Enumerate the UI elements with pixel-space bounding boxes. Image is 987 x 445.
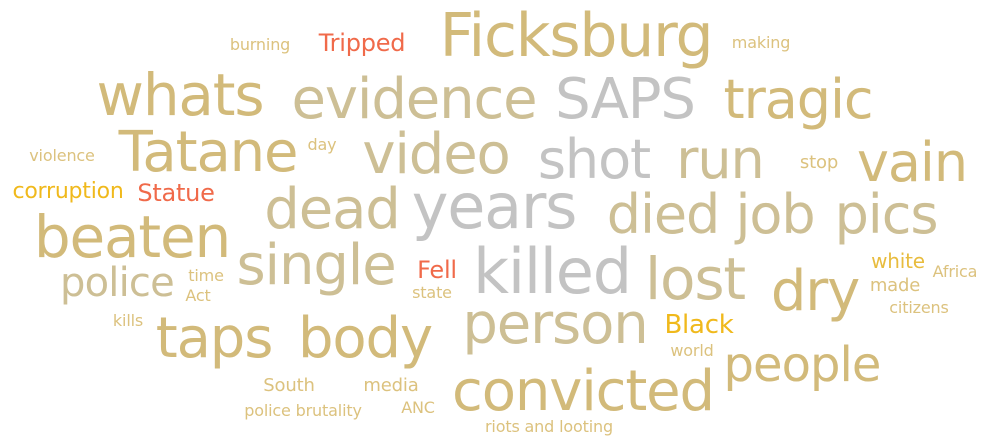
- word-evidence: evidence: [291, 67, 538, 132]
- word-person: person: [462, 292, 648, 357]
- word-corruption: corruption: [12, 179, 124, 204]
- word-making: making: [731, 33, 791, 52]
- word-kills: kills: [112, 311, 144, 330]
- word-statue: Statue: [137, 179, 215, 207]
- word-dry: dry: [770, 259, 860, 324]
- word-violence: violence: [29, 146, 95, 165]
- word-run: run: [676, 128, 765, 191]
- word-made: made: [869, 275, 921, 296]
- word-convicted: convicted: [452, 359, 715, 424]
- word-single: single: [236, 233, 396, 298]
- word-act: Act: [185, 286, 211, 305]
- word-world: world: [670, 341, 714, 360]
- word-dead: dead: [264, 177, 401, 242]
- word-riots-and-looting: riots and looting: [484, 417, 614, 436]
- word-black: Black: [664, 310, 734, 340]
- word-white: white: [871, 249, 925, 273]
- word-burning: burning: [229, 35, 291, 54]
- word-state: state: [412, 283, 452, 302]
- word-citizens: citizens: [889, 298, 949, 317]
- word-years: years: [411, 170, 578, 243]
- word-africa: Africa: [932, 262, 978, 281]
- word-people: people: [723, 337, 882, 393]
- word-stop: stop: [799, 152, 839, 173]
- word-video: video: [362, 122, 510, 187]
- word-tragic: tragic: [723, 68, 874, 131]
- word-vain: vain: [857, 131, 968, 194]
- word-killed: killed: [473, 235, 632, 308]
- word-job: job: [735, 183, 815, 246]
- word-shot: shot: [537, 128, 651, 191]
- word-tripped: Tripped: [318, 29, 406, 57]
- word-day: day: [307, 135, 337, 154]
- word-south: South: [263, 375, 315, 396]
- word-anc: ANC: [401, 398, 435, 417]
- word-body: body: [297, 306, 433, 371]
- word-died: died: [606, 183, 721, 246]
- word-saps: SAPS: [555, 67, 696, 132]
- word-whats: whats: [96, 61, 265, 129]
- word-ficksburg: Ficksburg: [439, 1, 714, 71]
- word-lost: lost: [645, 245, 746, 313]
- word-taps: taps: [155, 306, 274, 371]
- word-pics: pics: [834, 183, 939, 246]
- word-police-brutality: police brutality: [244, 401, 362, 420]
- word-media: media: [363, 375, 419, 396]
- word-time: time: [188, 266, 224, 285]
- word-beaten: beaten: [33, 203, 231, 271]
- word-fell: Fell: [417, 256, 457, 284]
- word-police: police: [60, 260, 175, 306]
- word-tatane: Tatane: [118, 120, 299, 185]
